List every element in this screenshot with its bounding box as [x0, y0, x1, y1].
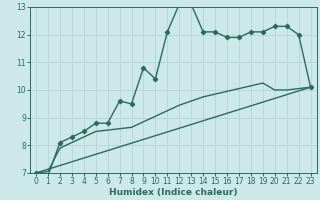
X-axis label: Humidex (Indice chaleur): Humidex (Indice chaleur) [109, 188, 237, 197]
